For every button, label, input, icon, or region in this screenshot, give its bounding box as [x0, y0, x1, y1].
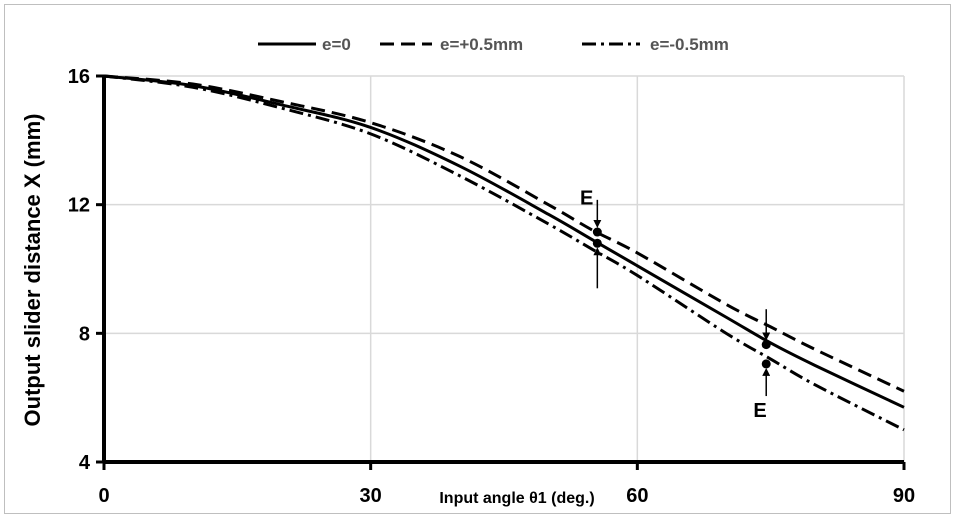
grid-lines — [104, 75, 905, 462]
x-tick-label: 30 — [360, 485, 382, 507]
chart-frame — [4, 4, 951, 514]
marker-point — [761, 340, 771, 350]
marker-point — [592, 227, 602, 237]
x-tick-labels: 0 30 60 90 — [98, 462, 915, 507]
annotation-label: E — [753, 400, 766, 422]
points-layer — [592, 199, 771, 397]
legend-label-2: e=+0.5mm — [440, 35, 523, 54]
annotation-label: E — [580, 188, 593, 210]
y-tick-labels: 4 8 12 16 — [68, 66, 104, 474]
legend: e=0 e=+0.5mm e=-0.5mm — [258, 35, 729, 54]
x-axis-title: Input angle θ1 (deg.) — [439, 490, 594, 507]
legend-label-1: e=0 — [322, 35, 351, 54]
x-tick-label: 90 — [893, 485, 915, 507]
y-tick-label: 8 — [79, 323, 90, 345]
series-layer — [103, 74, 905, 432]
legend-label-3: e=-0.5mm — [650, 35, 729, 54]
y-axis-title: Output slider distance X (mm) — [20, 114, 45, 427]
marker-point — [592, 238, 602, 248]
axes — [102, 76, 904, 464]
series-line-2 — [103, 74, 905, 393]
x-tick-label: 60 — [626, 485, 648, 507]
series-line-1 — [103, 74, 905, 409]
annotations-layer: EE — [580, 188, 767, 422]
y-tick-label: 4 — [79, 452, 91, 474]
y-tick-label: 12 — [68, 195, 90, 217]
series-line-3 — [103, 74, 905, 432]
x-tick-label: 0 — [98, 485, 109, 507]
marker-point — [761, 359, 771, 369]
y-tick-label: 16 — [68, 66, 90, 88]
